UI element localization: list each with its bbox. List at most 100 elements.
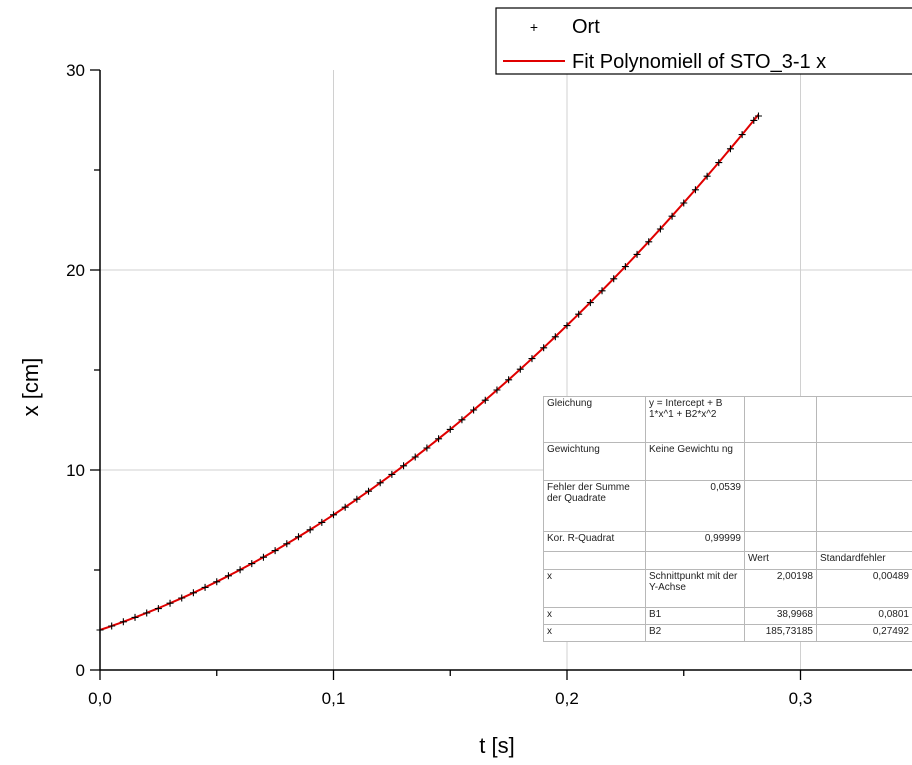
fit-table-cell	[816, 396, 912, 443]
y-axis-label: x [cm]	[18, 358, 43, 417]
fit-table-cell	[744, 531, 817, 552]
data-point	[353, 495, 361, 503]
fit-table-cell: 0,27492	[816, 624, 912, 642]
data-point	[551, 333, 559, 341]
data-point	[271, 547, 279, 555]
data-point	[750, 116, 758, 124]
data-point	[259, 553, 267, 561]
data-point	[400, 462, 408, 470]
data-point	[481, 396, 489, 404]
fit-table-cell: Kor. R-Quadrat	[543, 531, 646, 552]
data-point	[143, 609, 151, 617]
fit-table-row: Kor. R-Quadrat 0,99999	[543, 531, 912, 552]
fit-table-cell: 0,0801	[816, 607, 912, 625]
data-point	[540, 344, 548, 352]
data-points-layer	[96, 112, 762, 634]
fit-table-row: x B1 38,9968 0,0801	[543, 607, 912, 625]
data-point	[458, 416, 466, 424]
data-point	[738, 131, 746, 139]
fit-table-cell: x	[543, 569, 646, 608]
fit-table-cell	[816, 531, 912, 552]
data-point	[680, 199, 688, 207]
fit-table-cell: B2	[645, 624, 745, 642]
data-point	[306, 526, 314, 534]
data-point	[703, 172, 711, 180]
data-point	[516, 365, 524, 373]
fit-table-cell	[744, 442, 817, 481]
x-tick-label: 0,0	[88, 689, 112, 708]
x-tick-label: 0,3	[789, 689, 813, 708]
legend: + Ort Fit Polynomiell of STO_3-1 x	[495, 7, 912, 75]
data-point	[365, 487, 373, 495]
y-tick-label: 10	[66, 461, 85, 480]
data-point	[598, 287, 606, 295]
data-point	[435, 435, 443, 443]
data-point	[201, 583, 209, 591]
fit-table-cell: 38,9968	[744, 607, 817, 625]
legend-entry-fit: Fit Polynomiell of STO_3-1 x	[572, 51, 826, 73]
x-tick-label: 0,1	[322, 689, 346, 708]
fit-table-cell: 0,00489	[816, 569, 912, 608]
data-point	[213, 578, 221, 586]
data-point	[621, 263, 629, 271]
fit-table-cell: B1	[645, 607, 745, 625]
fit-table-cell: 0,99999	[645, 531, 745, 552]
data-point	[668, 212, 676, 220]
data-point	[423, 444, 431, 452]
fit-table-cell: Fehler der Summe der Quadrate	[543, 480, 646, 532]
fit-table-cell: Gleichung	[543, 396, 646, 443]
data-point	[656, 225, 664, 233]
y-tick-label: 30	[66, 61, 85, 80]
fit-table-cell: Standardfehler	[816, 551, 912, 570]
data-point	[131, 613, 139, 621]
data-point	[330, 511, 337, 519]
legend-marker-ort: +	[530, 19, 538, 35]
x-axis-label: t [s]	[479, 733, 514, 758]
fit-table-cell	[816, 442, 912, 481]
fit-table-cell: Keine Gewichtu ng	[645, 442, 745, 481]
data-point	[189, 589, 197, 597]
data-point	[691, 186, 699, 194]
data-point	[108, 622, 116, 630]
data-point	[248, 560, 256, 568]
data-point	[411, 453, 419, 461]
data-point	[715, 159, 723, 167]
data-point	[610, 275, 618, 283]
data-point	[376, 479, 384, 487]
data-point	[586, 299, 594, 307]
fit-table-cell: y = Intercept + B 1*x^1 + B2*x^2	[645, 396, 745, 443]
data-point	[388, 470, 396, 478]
data-point	[224, 572, 232, 580]
fit-table-cell: x	[543, 607, 646, 625]
fit-table-row: Gleichung y = Intercept + B 1*x^1 + B2*x^…	[543, 396, 912, 443]
data-point	[505, 376, 513, 384]
legend-box	[495, 7, 912, 75]
fit-table-cell: Schnittpunkt mit der Y-Achse	[645, 569, 745, 608]
fit-table-cell: 2,00198	[744, 569, 817, 608]
data-point	[645, 238, 653, 246]
data-point	[446, 425, 454, 433]
data-point	[119, 618, 127, 626]
data-point	[341, 503, 349, 511]
data-point	[318, 518, 326, 526]
y-tick-label: 20	[66, 261, 85, 280]
data-point	[493, 386, 501, 394]
ticks: 0,0 0,1 0,2 0,3 0 10 20 30	[66, 61, 813, 708]
fit-table-cell: x	[543, 624, 646, 642]
data-point	[726, 145, 734, 153]
data-point	[154, 605, 162, 613]
fit-table-row: Gewichtung Keine Gewichtu ng	[543, 442, 912, 481]
data-point	[754, 112, 762, 120]
data-point	[575, 310, 583, 318]
data-point	[236, 566, 244, 574]
fit-table-cell	[543, 551, 646, 570]
fit-table-cell	[816, 480, 912, 532]
data-point	[633, 250, 641, 258]
data-point	[470, 406, 478, 414]
fit-table-cell: 185,73185	[744, 624, 817, 642]
x-tick-label: 0,2	[555, 689, 579, 708]
legend-entry-ort: Ort	[572, 16, 600, 38]
fit-table-row: Wert Standardfehler	[543, 551, 912, 570]
fit-table-row: x B2 185,73185 0,27492	[543, 624, 912, 642]
fit-table-cell	[645, 551, 745, 570]
